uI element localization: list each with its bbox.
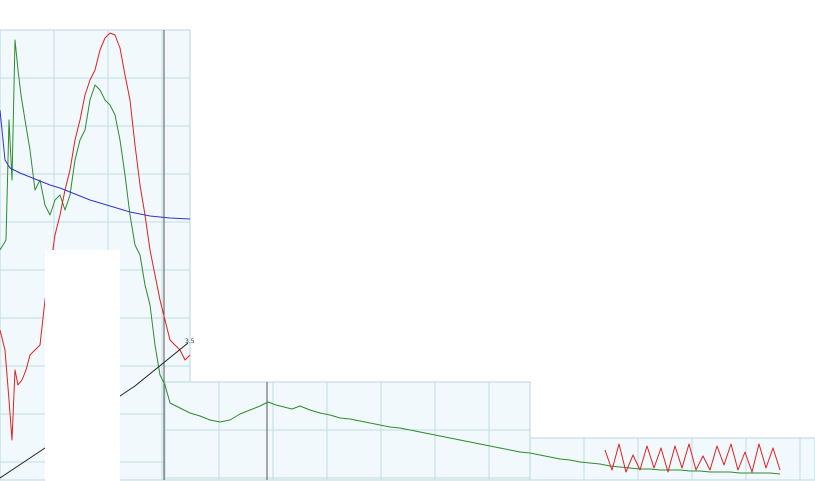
grid-panels <box>0 29 815 481</box>
series-line-0 <box>0 39 781 475</box>
grid-panel <box>164 381 531 481</box>
series-line-2 <box>604 443 781 473</box>
blank-region <box>48 0 174 28</box>
series-line-3 <box>0 109 191 220</box>
series-line-1 <box>0 32 191 441</box>
blank-region <box>45 250 120 481</box>
annotation-label: 3.5 <box>185 338 195 345</box>
occlusion-masks <box>45 0 174 481</box>
